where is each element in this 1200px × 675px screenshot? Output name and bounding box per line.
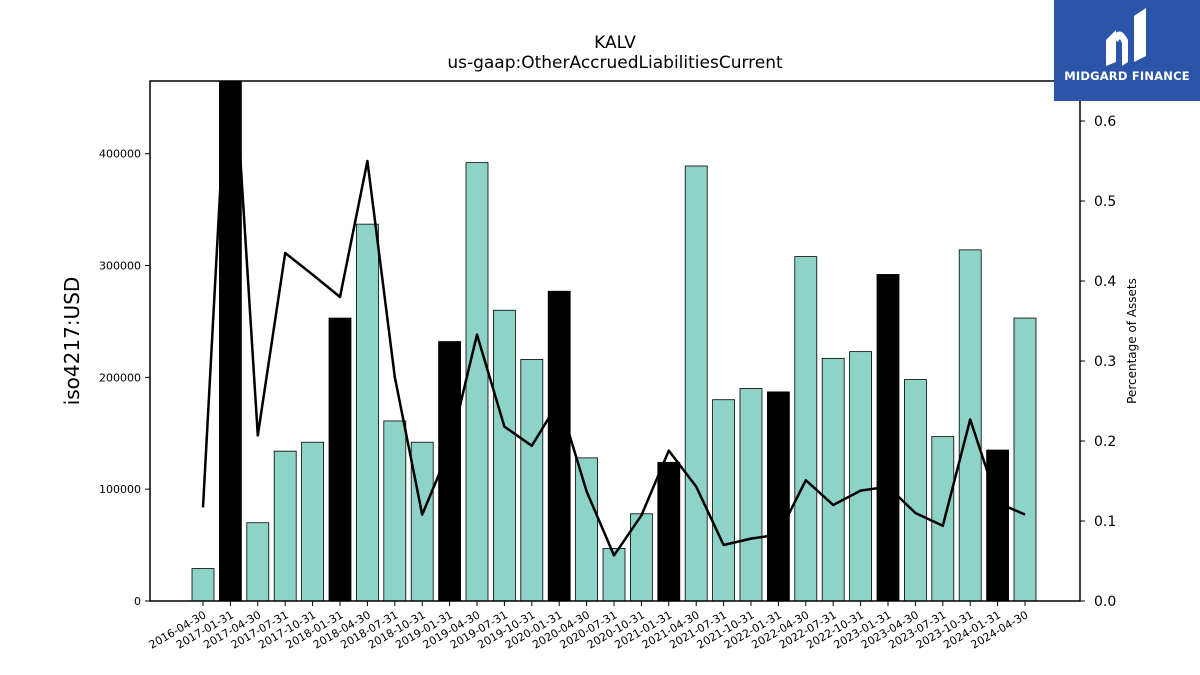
bar-2022-04-30 <box>794 256 818 601</box>
bar-2016-04-30 <box>191 568 215 601</box>
y-tick-label: 200000 <box>99 371 141 384</box>
bar-2021-10-31 <box>739 388 763 601</box>
y2-tick-label: 0.1 <box>1094 514 1116 530</box>
bar-2022-01-31 <box>767 391 790 601</box>
bar-2020-04-30 <box>575 457 598 601</box>
logo-text: MIDGARD FINANCE <box>1064 69 1190 83</box>
y-tick-label: 0 <box>134 595 141 608</box>
bar-2021-07-31 <box>712 399 735 601</box>
chart-title: KALV <box>594 33 636 53</box>
bar-2021-04-30 <box>684 165 708 601</box>
bar-2018-04-30 <box>355 223 379 601</box>
y2-tick-label: 0.6 <box>1094 114 1116 130</box>
bar-2023-01-31 <box>876 274 900 601</box>
percentage-line <box>201 81 1026 557</box>
bar-2024-04-30 <box>1013 317 1037 601</box>
bar-2024-01-31 <box>986 449 1009 601</box>
bar-2017-10-31 <box>301 441 325 601</box>
bar-2017-04-30 <box>246 522 270 601</box>
bar-2017-01-31 <box>218 81 242 601</box>
bar-2022-10-31 <box>849 351 872 601</box>
bar-2022-07-31 <box>821 357 845 601</box>
bar-2019-01-31 <box>438 341 462 601</box>
y-tick-label: 400000 <box>99 148 141 161</box>
midgard-finance-logo: MIDGARD FINANCE <box>1054 0 1200 101</box>
y2-tick-label: 0.0 <box>1094 594 1116 610</box>
axes-frame <box>149 80 1081 602</box>
bar-2023-04-30 <box>904 379 927 601</box>
bar-2018-10-31 <box>410 441 434 601</box>
y2-axis-label: Percentage of Assets <box>1125 278 1139 404</box>
y2-tick-label: 0.3 <box>1094 354 1116 370</box>
bar-2020-01-31 <box>547 290 571 601</box>
y-tick-label: 100000 <box>99 483 141 496</box>
plot-area <box>191 81 1037 601</box>
logo-mark-icon <box>1106 8 1146 66</box>
y2-tick-label: 0.4 <box>1094 274 1116 290</box>
y-tick-label: 300000 <box>99 260 141 273</box>
bar-2019-07-31 <box>492 309 516 601</box>
bar-2017-07-31 <box>273 450 297 601</box>
bar-2018-01-31 <box>328 317 352 601</box>
y2-tick-label: 0.2 <box>1094 434 1116 450</box>
bar-2019-04-30 <box>465 162 489 601</box>
bar-2018-07-31 <box>383 420 407 601</box>
bar-2023-10-31 <box>958 249 982 601</box>
bar-2019-10-31 <box>520 359 544 601</box>
y2-tick-label: 0.5 <box>1094 194 1116 210</box>
bar-2021-01-31 <box>657 461 681 601</box>
y-axis-label: iso4217:USD <box>60 277 84 406</box>
bar-2023-07-31 <box>931 436 955 601</box>
chart-subtitle: us-gaap:OtherAccruedLiabilitiesCurrent <box>447 53 783 73</box>
